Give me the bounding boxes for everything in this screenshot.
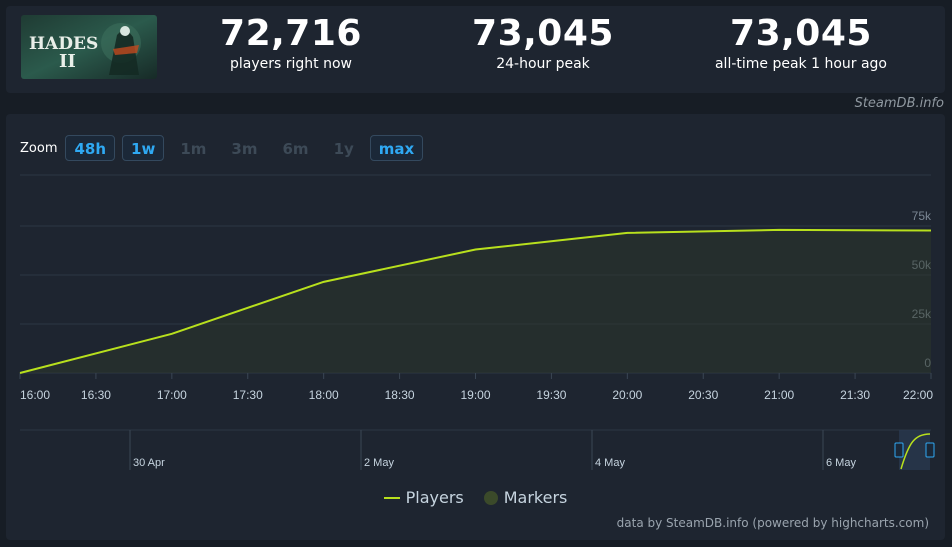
game-logo[interactable]: HADES II bbox=[21, 15, 157, 79]
legend-markers[interactable]: Markers bbox=[483, 488, 568, 507]
x-tick-label: 22:00 bbox=[903, 388, 933, 402]
data-credit[interactable]: data by SteamDB.info (powered by highcha… bbox=[616, 516, 929, 530]
x-tick-label: 21:00 bbox=[764, 388, 794, 402]
x-tick-label: 17:30 bbox=[233, 388, 263, 402]
chart-legend: Players Markers bbox=[6, 488, 945, 507]
all-time-peak-value: 73,045 bbox=[730, 13, 872, 54]
x-tick-label: 16:30 bbox=[81, 388, 111, 402]
game-logo-numeral: II bbox=[59, 51, 76, 72]
x-tick-label: 16:00 bbox=[20, 388, 50, 402]
navigator-date-label: 30 Apr bbox=[133, 457, 165, 469]
x-tick-label: 17:00 bbox=[157, 388, 187, 402]
zoom-3m-button[interactable]: 3m bbox=[231, 140, 258, 158]
zoom-controls: Zoom 48h 1w 1m 3m 6m 1y max bbox=[20, 134, 430, 162]
navigator-handle-left[interactable] bbox=[894, 442, 904, 458]
x-tick-label: 18:00 bbox=[309, 388, 339, 402]
y-tick-label: 75k bbox=[912, 209, 932, 223]
legend-players[interactable]: Players bbox=[383, 488, 464, 507]
zoom-max-button[interactable]: max bbox=[369, 135, 424, 161]
y-tick-label: 50k bbox=[912, 258, 932, 272]
stat-all-time-peak: 73,045 all-time peak 1 hour ago bbox=[691, 12, 911, 72]
x-tick-label: 18:30 bbox=[385, 388, 415, 402]
navigator-date-label: 2 May bbox=[364, 457, 394, 469]
peak-24h-label: 24-hour peak bbox=[496, 56, 590, 72]
legend-players-label: Players bbox=[405, 488, 464, 507]
stat-24h-peak: 73,045 24-hour peak bbox=[433, 12, 653, 72]
players-line-swatch bbox=[383, 496, 400, 499]
players-area bbox=[20, 229, 931, 373]
players-line bbox=[19, 228, 932, 374]
chart-panel: Zoom 48h 1w 1m 3m 6m 1y max 0 25k 50k 75k 16… bbox=[6, 114, 945, 540]
y-tick-label: 0 bbox=[924, 356, 931, 370]
game-logo-title: HADES bbox=[29, 34, 98, 54]
navigator-selection bbox=[899, 430, 930, 470]
x-tick-label: 19:00 bbox=[460, 388, 490, 402]
zoom-1y-button[interactable]: 1y bbox=[333, 140, 354, 158]
navigator-handle-right[interactable] bbox=[925, 442, 935, 458]
markers-dot-swatch bbox=[483, 490, 498, 505]
x-tick-label: 21:30 bbox=[840, 388, 870, 402]
player-count-chart[interactable]: 0 25k 50k 75k 16:00 16:30 17:00 17:30 18:00 18:30… bbox=[6, 114, 945, 540]
x-tick-label: 19:30 bbox=[536, 388, 566, 402]
current-players-label: players right now bbox=[230, 56, 352, 72]
x-tick-label: 20:00 bbox=[612, 388, 642, 402]
navigator-date-label: 6 May bbox=[826, 457, 856, 469]
legend-markers-label: Markers bbox=[503, 488, 568, 507]
x-tick-label: 20:30 bbox=[688, 388, 718, 402]
zoom-6m-button[interactable]: 6m bbox=[282, 140, 309, 158]
zoom-label: Zoom bbox=[20, 140, 58, 156]
peak-24h-value: 73,045 bbox=[472, 13, 614, 54]
stats-panel: HADES II 72,716 players right now 73,045… bbox=[6, 6, 945, 93]
current-players-value: 72,716 bbox=[220, 13, 362, 54]
navigator-date-label: 4 May bbox=[595, 457, 625, 469]
all-time-peak-label: all-time peak 1 hour ago bbox=[714, 56, 888, 72]
stat-current-players: 72,716 players right now bbox=[181, 12, 401, 72]
game-logo-art: HADES II bbox=[21, 15, 157, 79]
steamdb-credit[interactable]: SteamDB.info bbox=[854, 96, 944, 111]
navigator-series-line bbox=[900, 433, 931, 470]
y-tick-label: 25k bbox=[912, 307, 932, 321]
zoom-1m-button[interactable]: 1m bbox=[180, 140, 207, 158]
zoom-48h-button[interactable]: 48h bbox=[65, 135, 116, 161]
zoom-1w-button[interactable]: 1w bbox=[122, 135, 165, 161]
